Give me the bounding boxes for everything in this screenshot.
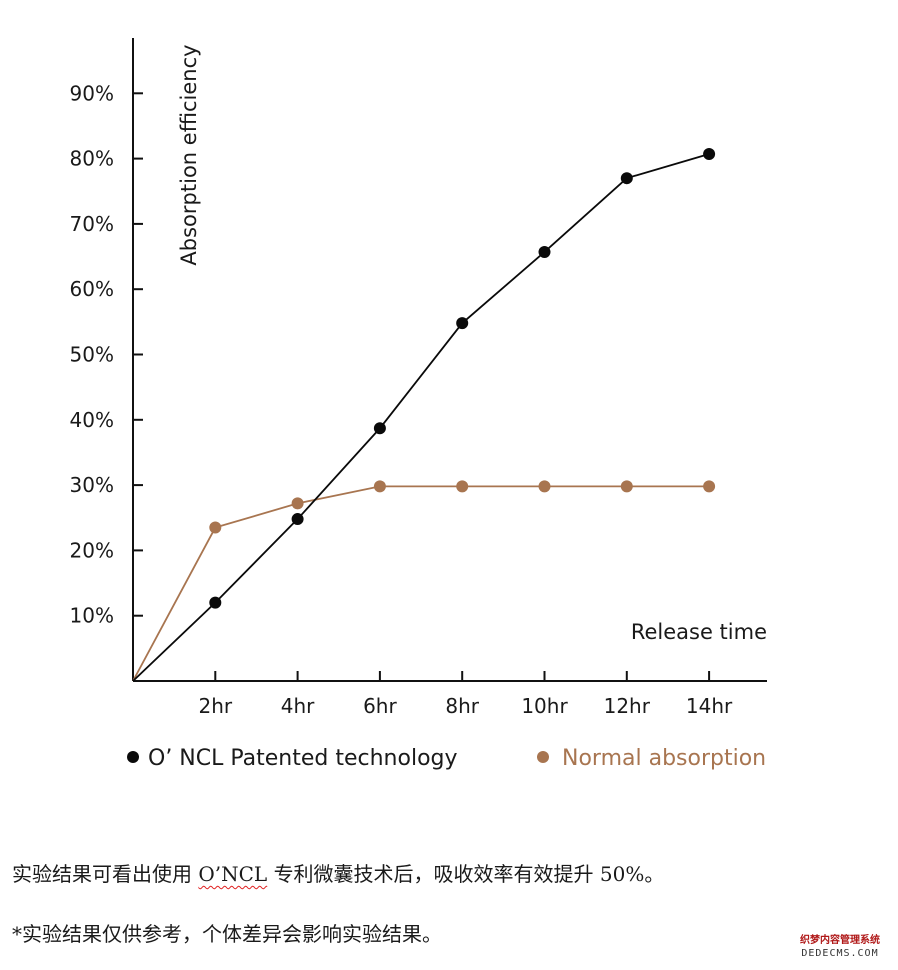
series-line [132,485,710,682]
note-result: 实验结果可看出使用 O’NCL 专利微囊技术后，吸收效率有效提升 50%。 [12,858,664,887]
note-brand-name: O’NCL [198,862,268,886]
legend-marker [537,751,549,763]
x-tick-label: 10hr [521,694,568,718]
chart-series [132,148,716,682]
x-axis-title: Release time [631,620,767,644]
data-point [209,521,222,534]
note-disclaimer: *实验结果仅供参考，个体差异会影响实验结果。 [12,922,442,946]
legend-label: Normal absorption [562,746,766,771]
legend-marker [127,751,139,763]
x-tick-label: 6hr [363,694,397,718]
watermark-line2: DEDECMS.COM [801,948,879,959]
y-tick-label: 40% [70,408,114,432]
series-line [132,153,710,682]
data-point [538,245,551,258]
data-point [291,513,304,526]
x-tick-label: 12hr [604,694,651,718]
data-point [703,480,716,493]
note-result-suffix: 专利微囊技术后，吸收效率有效提升 50%。 [273,862,665,886]
x-tick-label: 8hr [445,694,479,718]
y-tick-label: 70% [70,212,114,236]
y-tick-label: 90% [70,81,114,105]
y-tick-label: 60% [70,277,114,301]
y-tick-label: 20% [70,538,114,562]
data-point [703,148,716,161]
watermark-logo: 织梦内容管理系统 DEDECMS.COM [788,934,892,964]
data-point [538,480,551,493]
y-tick-label: 30% [70,473,114,497]
note-result-prefix: 实验结果可看出使用 [12,862,192,886]
x-tick-label: 2hr [198,694,232,718]
x-tick-label: 14hr [686,694,733,718]
y-tick-label: 50% [70,343,114,367]
data-point [456,317,469,330]
data-point [373,422,386,435]
data-point [620,480,633,493]
data-point [620,172,633,185]
chart-axes: 10% 20% 30% 40% 50% 60% 70% 80% 90% 2hr 4hr 6hr 8hr 1… [70,38,767,718]
data-point [456,480,469,493]
chart-legend: O’ NCL Patented technology Normal absorpt… [127,746,766,771]
x-tick-label: 4hr [281,694,315,718]
data-point [291,497,304,510]
data-point [209,596,222,609]
y-axis-title: Absorption efficiency [177,44,201,265]
y-tick-label: 80% [70,147,114,171]
y-tick-label: 10% [70,604,114,628]
absorption-line-chart: 10% 20% 30% 40% 50% 60% 70% 80% 90% 2hr 4hr 6hr 8hr 1… [70,38,767,771]
watermark-line1: 织梦内容管理系统 [800,935,880,946]
data-point [373,480,386,493]
legend-label: O’ NCL Patented technology [148,746,458,771]
